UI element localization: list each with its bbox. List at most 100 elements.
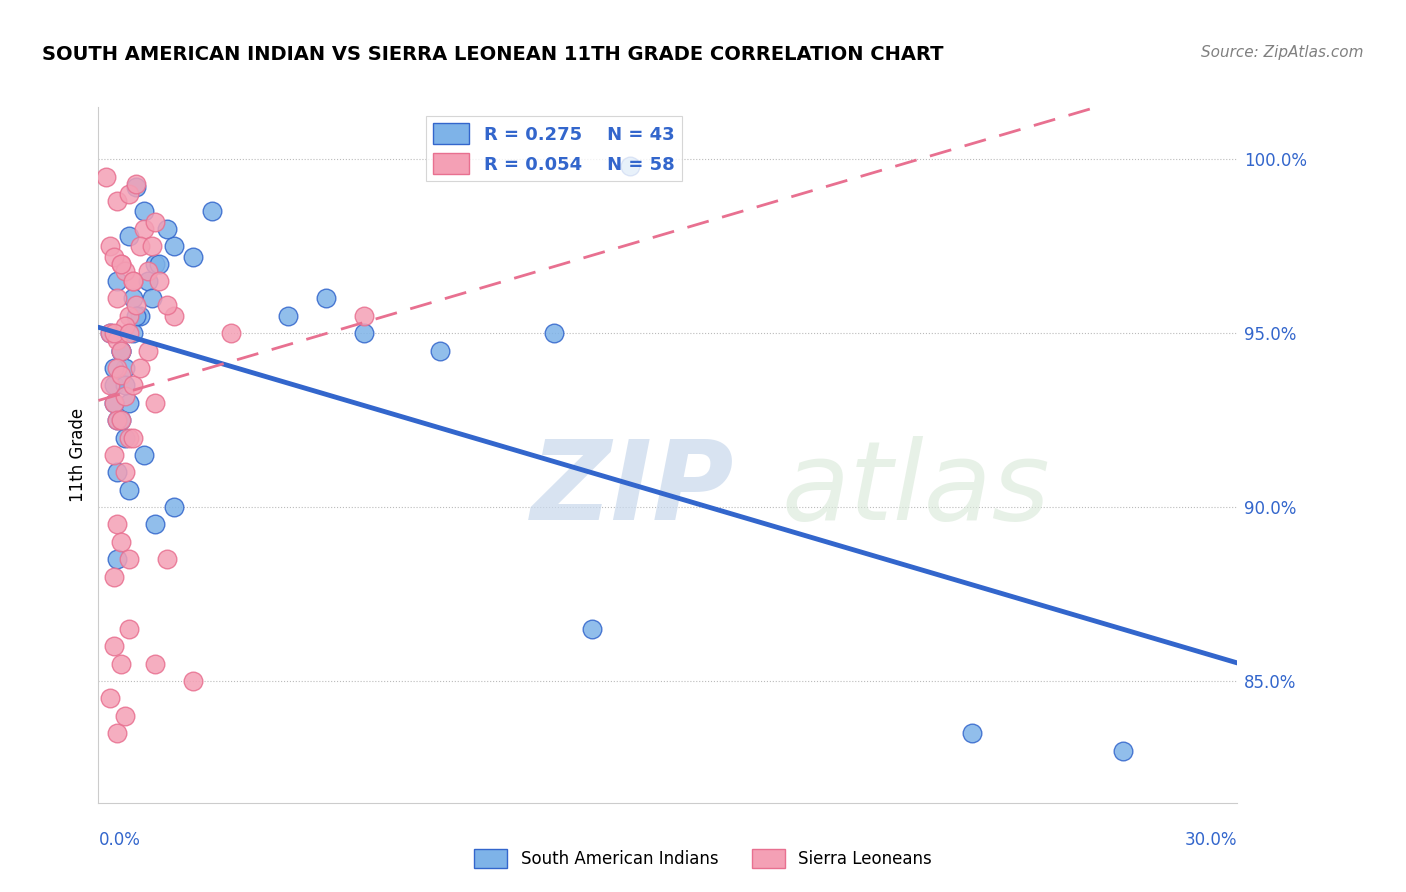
Point <box>121 378 143 392</box>
Point <box>107 552 129 566</box>
Text: 0.0%: 0.0% <box>98 830 141 848</box>
Point <box>125 298 148 312</box>
Point <box>156 552 179 566</box>
Point <box>114 378 136 392</box>
Point <box>98 378 121 392</box>
Point <box>107 413 129 427</box>
Point <box>94 169 117 184</box>
Point <box>148 257 170 271</box>
Point <box>118 396 141 410</box>
Point <box>315 292 337 306</box>
Point <box>353 326 375 341</box>
Point <box>163 500 186 515</box>
Point <box>103 250 125 264</box>
Point <box>543 326 565 341</box>
Point <box>110 368 132 382</box>
Point <box>960 726 983 740</box>
Point <box>1112 744 1135 758</box>
Point <box>114 263 136 277</box>
Point <box>429 343 451 358</box>
Point <box>145 396 167 410</box>
Point <box>148 274 170 288</box>
Point <box>114 466 136 480</box>
Text: 30.0%: 30.0% <box>1185 830 1237 848</box>
Point <box>136 274 159 288</box>
Point <box>118 309 141 323</box>
Point <box>103 396 125 410</box>
Point <box>121 292 143 306</box>
Point <box>98 326 121 341</box>
Point <box>114 709 136 723</box>
Y-axis label: 11th Grade: 11th Grade <box>69 408 87 502</box>
Point <box>619 159 641 173</box>
Point <box>163 239 186 253</box>
Point <box>98 326 121 341</box>
Point <box>110 657 132 671</box>
Text: atlas: atlas <box>782 436 1050 543</box>
Point <box>118 187 141 202</box>
Point <box>114 431 136 445</box>
Point <box>103 640 125 654</box>
Point <box>110 343 132 358</box>
Point <box>118 431 141 445</box>
Point <box>121 431 143 445</box>
Point <box>132 448 155 462</box>
Point <box>136 343 159 358</box>
Point <box>98 691 121 706</box>
Point <box>118 228 141 243</box>
Point <box>107 361 129 376</box>
Point <box>114 319 136 334</box>
Point <box>145 517 167 532</box>
Point <box>110 413 132 427</box>
Point <box>125 309 148 323</box>
Point <box>183 674 205 689</box>
Point <box>107 517 129 532</box>
Point <box>110 343 132 358</box>
Point <box>118 622 141 636</box>
Point <box>132 222 155 236</box>
Point <box>107 274 129 288</box>
Point <box>110 257 132 271</box>
Point <box>129 239 152 253</box>
Point <box>110 413 132 427</box>
Point <box>183 250 205 264</box>
Point <box>163 309 186 323</box>
Point <box>118 483 141 497</box>
Point <box>110 343 132 358</box>
Legend: South American Indians, Sierra Leoneans: South American Indians, Sierra Leoneans <box>467 842 939 875</box>
Point <box>125 177 148 191</box>
Point <box>114 389 136 403</box>
Point <box>136 263 159 277</box>
Point <box>107 413 129 427</box>
Point <box>141 239 163 253</box>
Point <box>156 222 179 236</box>
Point <box>121 326 143 341</box>
Point <box>103 361 125 376</box>
Text: SOUTH AMERICAN INDIAN VS SIERRA LEONEAN 11TH GRADE CORRELATION CHART: SOUTH AMERICAN INDIAN VS SIERRA LEONEAN … <box>42 45 943 63</box>
Point <box>114 361 136 376</box>
Point <box>145 657 167 671</box>
Point <box>221 326 243 341</box>
Point <box>103 326 125 341</box>
Point <box>103 448 125 462</box>
Point <box>107 292 129 306</box>
Point <box>103 570 125 584</box>
Point <box>121 274 143 288</box>
Point <box>103 396 125 410</box>
Point <box>129 309 152 323</box>
Point <box>107 194 129 208</box>
Point <box>110 257 132 271</box>
Point <box>103 378 125 392</box>
Legend: R = 0.275    N = 43, R = 0.054    N = 58: R = 0.275 N = 43, R = 0.054 N = 58 <box>426 116 682 181</box>
Point <box>277 309 299 323</box>
Point <box>129 361 152 376</box>
Point <box>107 333 129 347</box>
Text: ZIP: ZIP <box>531 436 735 543</box>
Point <box>98 239 121 253</box>
Point <box>107 726 129 740</box>
Point <box>201 204 224 219</box>
Point <box>141 292 163 306</box>
Point <box>145 257 167 271</box>
Point <box>118 326 141 341</box>
Point <box>132 204 155 219</box>
